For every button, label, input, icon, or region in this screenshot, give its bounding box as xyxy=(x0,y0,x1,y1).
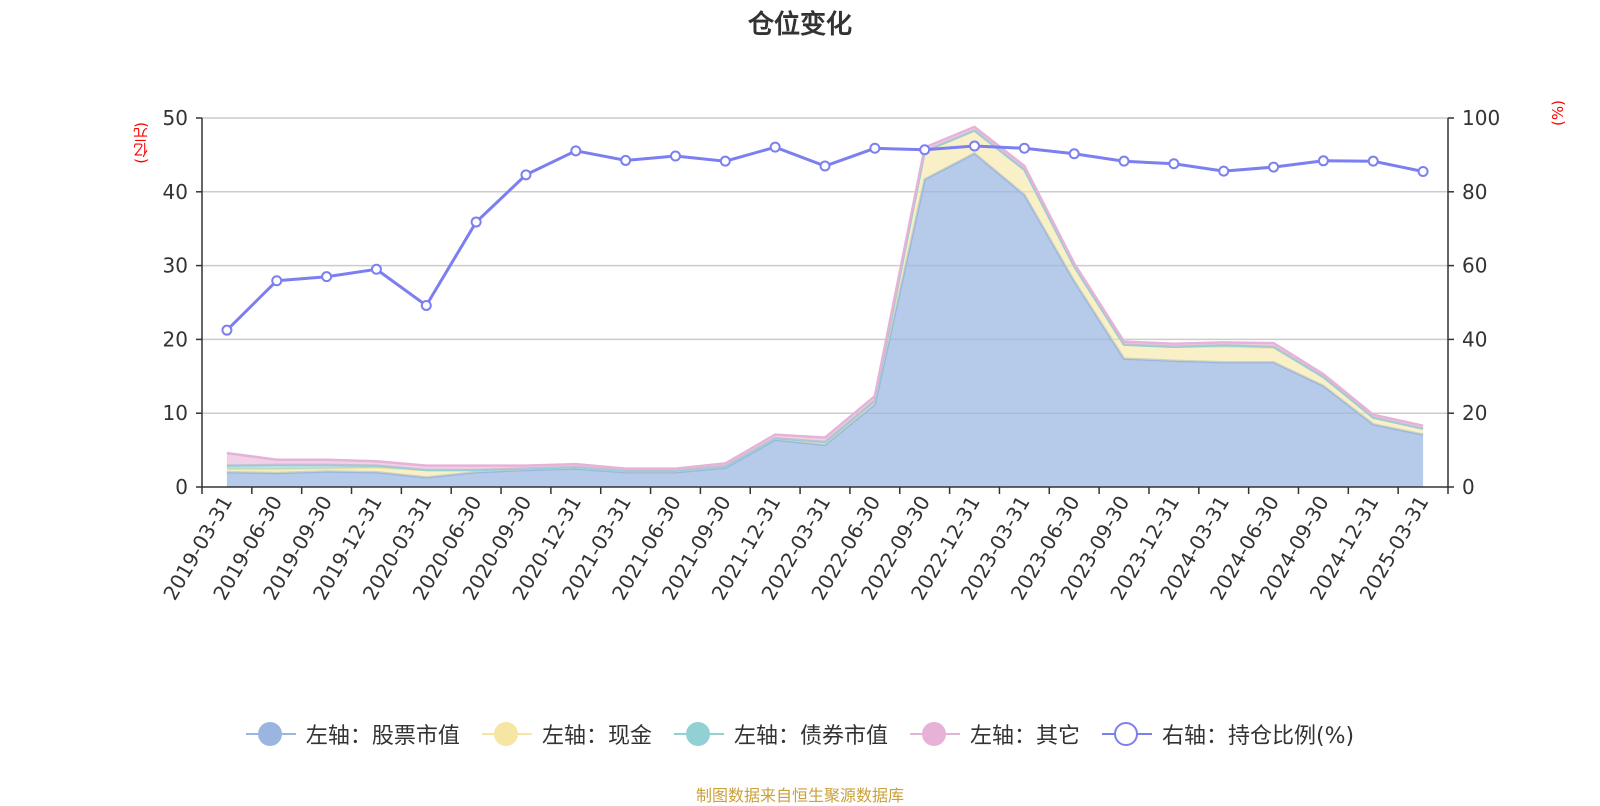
chart-title: 仓位变化 xyxy=(747,10,852,40)
ratio-point xyxy=(969,140,981,152)
ratio-point xyxy=(1417,166,1429,178)
ratio-point xyxy=(1118,155,1130,167)
right-axis-tick-label: 60 xyxy=(1462,254,1487,278)
chart-plot-area: 010203040500204060801002019-03-312019-06… xyxy=(158,106,1500,604)
ratio-point xyxy=(470,216,482,228)
left-axis-tick-label: 50 xyxy=(163,106,188,130)
ratio-point xyxy=(1068,148,1080,160)
ratio-point xyxy=(1168,158,1180,170)
right-axis-tick-label: 40 xyxy=(1462,327,1487,351)
right-axis-tick-label: 20 xyxy=(1462,401,1487,425)
left-axis-tick-label: 0 xyxy=(175,475,188,499)
ratio-point xyxy=(420,299,432,311)
ratio-point xyxy=(719,155,731,167)
data-source-note: 制图数据来自恒生聚源数据库 xyxy=(695,786,904,805)
ratio-point xyxy=(620,154,632,166)
ratio-point xyxy=(1218,165,1230,177)
ratio-point xyxy=(271,275,283,287)
right-axis-tick-label: 80 xyxy=(1462,180,1487,204)
ratio-point xyxy=(1018,142,1030,154)
area-series-edge-3 xyxy=(226,125,1424,470)
circle-marker-icon xyxy=(909,721,960,747)
ratio-point xyxy=(370,263,382,275)
ratio-point xyxy=(520,169,532,181)
left-axis-tick-label: 10 xyxy=(163,401,188,425)
ratio-point xyxy=(1268,161,1280,173)
area-series-0 xyxy=(226,153,1424,487)
legend-item-cash[interactable]: 左轴：现金 xyxy=(481,718,652,750)
ratio-point xyxy=(321,271,333,283)
legend-item-stock[interactable]: 左轴：股票市值 xyxy=(245,718,460,750)
ratio-point xyxy=(769,141,781,153)
legend-item-bond[interactable]: 左轴：债券市值 xyxy=(673,718,888,750)
right-axis-tick-label: 0 xyxy=(1462,475,1475,499)
circle-marker-icon xyxy=(673,721,724,747)
legend-item-ratio[interactable]: 右轴：持仓比例(%) xyxy=(1101,718,1355,750)
ratio-point xyxy=(1317,155,1329,167)
right-axis-tick-label: 100 xyxy=(1462,106,1500,130)
legend-label-cash: 左轴：现金 xyxy=(541,724,652,749)
legend-item-other[interactable]: 左轴：其它 xyxy=(909,718,1080,750)
circle-marker-icon xyxy=(245,721,296,747)
left-axis-tick-label: 20 xyxy=(163,327,188,351)
legend-label-bond: 左轴：债券市值 xyxy=(733,724,888,749)
ratio-point xyxy=(869,142,881,154)
ratio-point xyxy=(819,160,831,172)
ratio-point xyxy=(570,145,582,157)
stacked-areas xyxy=(226,125,1424,487)
ratio-line-series xyxy=(221,140,1429,336)
left-axis-tick-label: 30 xyxy=(163,254,188,278)
ratio-point xyxy=(1367,155,1379,167)
axes: 010203040500204060801002019-03-312019-06… xyxy=(158,106,1500,604)
ratio-point xyxy=(221,324,233,336)
ratio-point xyxy=(669,150,681,162)
legend-label-stock: 左轴：股票市值 xyxy=(305,724,460,749)
left-axis-tick-label: 40 xyxy=(163,180,188,204)
legend-label-other: 左轴：其它 xyxy=(969,724,1080,749)
circle-marker-icon xyxy=(481,721,532,747)
ratio-point xyxy=(919,144,931,156)
ratio-line xyxy=(225,144,1424,332)
hollow-circle-marker-icon xyxy=(1101,721,1152,747)
legend-label-ratio: 右轴：持仓比例(%) xyxy=(1161,724,1355,749)
legend: 左轴：股票市值 左轴：现金 左轴：债券市值 左轴：其它 右轴：持仓比例(%) xyxy=(0,718,1600,750)
